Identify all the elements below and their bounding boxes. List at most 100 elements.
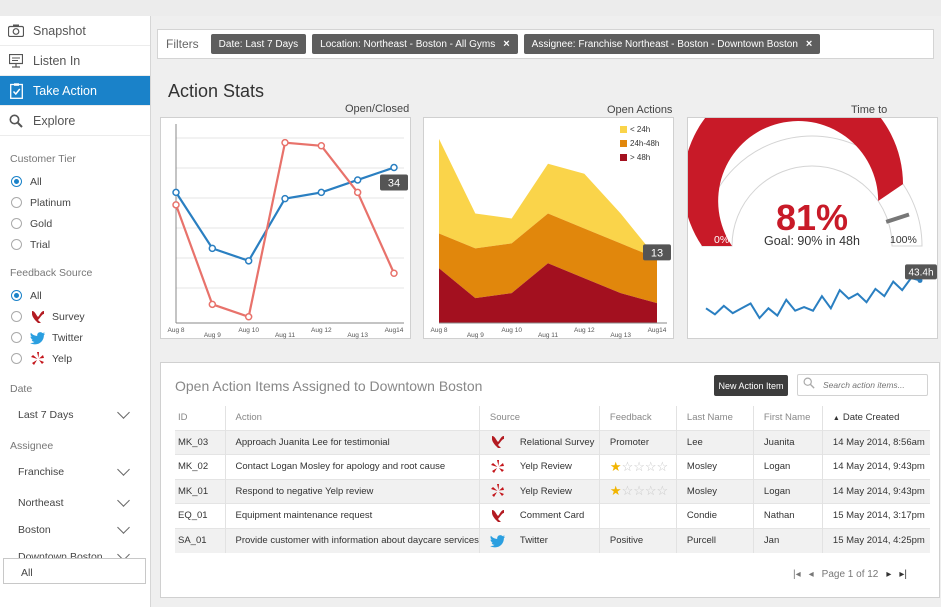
nav-listen-in[interactable]: Listen In — [0, 46, 150, 76]
radio[interactable] — [11, 218, 22, 229]
sidebar: Snapshot Listen In Take Action Explore C… — [0, 16, 151, 607]
nav-explore-label: Explore — [33, 113, 76, 128]
cell-last-name: Lee — [675, 430, 754, 455]
assignee-region-dropdown[interactable]: Northeast — [0, 489, 150, 516]
radio-selected[interactable] — [11, 290, 22, 301]
value-callout — [380, 174, 408, 191]
chevron-down-icon — [117, 405, 130, 419]
x-tick-label: Aug 10 — [238, 327, 259, 334]
cell-id: MK_03 — [175, 430, 225, 455]
filter-chip-date[interactable]: Date: Last 7 Days — [210, 34, 307, 54]
next-page-icon[interactable]: ▸ — [886, 569, 892, 580]
filter-chip-assignee[interactable]: Assignee: Franchise Northeast - Boston -… — [523, 34, 821, 54]
nav-snapshot-label: Snapshot — [33, 23, 86, 38]
gauge-track — [701, 135, 923, 247]
radio[interactable] — [11, 239, 22, 250]
col-first-name[interactable]: First Name — [752, 406, 823, 430]
feedback-option-twitter[interactable]: Twitter — [0, 327, 150, 348]
radio[interactable] — [11, 332, 22, 343]
chevron-down-icon — [117, 462, 130, 476]
prev-page-icon[interactable]: ◂ — [808, 569, 814, 580]
search-input[interactable] — [823, 380, 923, 390]
feedback-source-title: Feedback Source — [10, 267, 93, 279]
nav-snapshot[interactable]: Snapshot — [0, 16, 150, 46]
last-page-icon[interactable]: ▸| — [899, 569, 908, 580]
nav-explore[interactable]: Explore — [0, 106, 150, 136]
cell-date: 14 May 2014, 8:56am — [821, 430, 930, 455]
tier-option-gold[interactable]: Gold — [0, 213, 150, 234]
search-box[interactable] — [797, 374, 928, 396]
radio[interactable] — [11, 197, 22, 208]
feedback-option-survey[interactable]: Survey — [0, 306, 150, 327]
data-point — [353, 176, 362, 184]
open-actions-chart-panel: Aug 8 Aug 9 Aug 10 Aug 11 Aug 12 Aug 13 Aug14 <… — [423, 117, 674, 339]
nav-take-action-label: Take Action — [33, 83, 97, 98]
tier-option-trial[interactable]: Trial — [0, 234, 150, 255]
chip-label: Assignee: Franchise Northeast - Boston -… — [531, 38, 798, 50]
cell-last-name: Mosley — [675, 454, 754, 479]
feedback-option-label: Yelp — [52, 352, 73, 365]
close-icon[interactable]: × — [503, 38, 510, 50]
main-content: Filters Date: Last 7 Days Location: Nort… — [151, 16, 941, 607]
first-page-icon[interactable]: |◂ — [793, 569, 801, 580]
legend-label: < 24h — [630, 125, 650, 134]
series-line-1 — [174, 141, 396, 319]
cell-action[interactable]: Respond to negative Yelp review — [224, 479, 480, 504]
close-icon[interactable]: × — [805, 38, 813, 50]
radio[interactable] — [11, 353, 22, 364]
date-dropdown-value: Last 7 Days — [18, 408, 74, 421]
cell-action[interactable]: Approach Juanita Lee for testimonial — [224, 430, 480, 455]
cell-source-label: Yelp Review — [519, 461, 572, 473]
data-point — [390, 163, 398, 172]
col-source[interactable]: Source — [478, 406, 600, 430]
assignee-franchise-dropdown[interactable]: Franchise — [0, 458, 150, 485]
tier-option-all[interactable]: All — [0, 171, 150, 192]
value-callout — [643, 244, 671, 261]
open-closed-chart: Aug 8 Aug 9 Aug 10 Aug 11 Aug 12 Aug 13 Aug14 3… — [168, 124, 408, 339]
radio[interactable] — [11, 311, 22, 322]
nav-take-action[interactable]: Take Action — [0, 76, 150, 106]
goal-marker — [885, 212, 910, 224]
search-icon — [7, 113, 25, 129]
nav-listen-in-label: Listen In — [33, 53, 81, 68]
legend-label: > 48h — [630, 153, 650, 162]
col-date-created[interactable]: ▲ Date Created — [821, 406, 930, 430]
legend-swatch — [620, 126, 627, 133]
tier-option-platinum[interactable]: Platinum — [0, 192, 150, 213]
cell-date: 15 May 2014, 3:17pm — [821, 503, 930, 528]
assignee-selection-box[interactable]: All — [3, 558, 146, 584]
feedback-option-yelp[interactable]: Yelp — [0, 348, 150, 369]
date-dropdown[interactable]: Last 7 Days — [0, 401, 150, 428]
yelp-icon — [30, 351, 46, 366]
table-row[interactable]: MK_02 Contact Logan Mosley for apology a… — [175, 454, 930, 479]
col-feedback[interactable]: Feedback — [598, 406, 677, 430]
table-row[interactable]: EQ_01 Equipment maintenance request Comm… — [175, 503, 930, 528]
action-items-title: Open Action Items Assigned to Downtown B… — [175, 378, 483, 394]
new-action-item-button[interactable]: New Action Item — [714, 375, 788, 396]
cell-first-name: Juanita — [752, 430, 823, 455]
feedback-option-label: All — [30, 289, 42, 302]
cell-action[interactable]: Equipment maintenance request — [224, 503, 480, 528]
monitor-icon — [7, 53, 25, 69]
feedback-option-all[interactable]: All — [0, 285, 150, 306]
chart-title-open-closed: Open/Closed — [345, 103, 410, 115]
radio-selected[interactable] — [11, 176, 22, 187]
filter-bar: Filters Date: Last 7 Days Location: Nort… — [157, 29, 934, 59]
col-action[interactable]: Action — [224, 406, 480, 430]
assignee-city-dropdown[interactable]: Boston — [0, 516, 150, 543]
table-row[interactable]: MK_01 Respond to negative Yelp review Ye… — [175, 479, 930, 504]
table-row[interactable]: MK_03 Approach Juanita Lee for testimoni… — [175, 430, 930, 455]
legend-swatch — [620, 140, 627, 147]
clipboard-check-icon — [7, 82, 25, 99]
chip-label: Date: Last 7 Days — [218, 38, 299, 50]
dropdown-value: Boston — [18, 523, 51, 536]
col-last-name[interactable]: Last Name — [675, 406, 754, 430]
cell-action[interactable]: Contact Logan Mosley for apology and roo… — [224, 454, 480, 479]
data-point — [244, 313, 253, 321]
sort-ascending-icon: ▲ — [832, 415, 840, 423]
table-row[interactable]: SA_01 Provide customer with information … — [175, 528, 930, 553]
col-id[interactable]: ID — [178, 412, 188, 424]
cell-action[interactable]: Provide customer with information about … — [224, 528, 480, 553]
col-date-created-label: Date Created — [842, 412, 900, 424]
filter-chip-location[interactable]: Location: Northeast - Boston - All Gyms × — [312, 34, 518, 54]
